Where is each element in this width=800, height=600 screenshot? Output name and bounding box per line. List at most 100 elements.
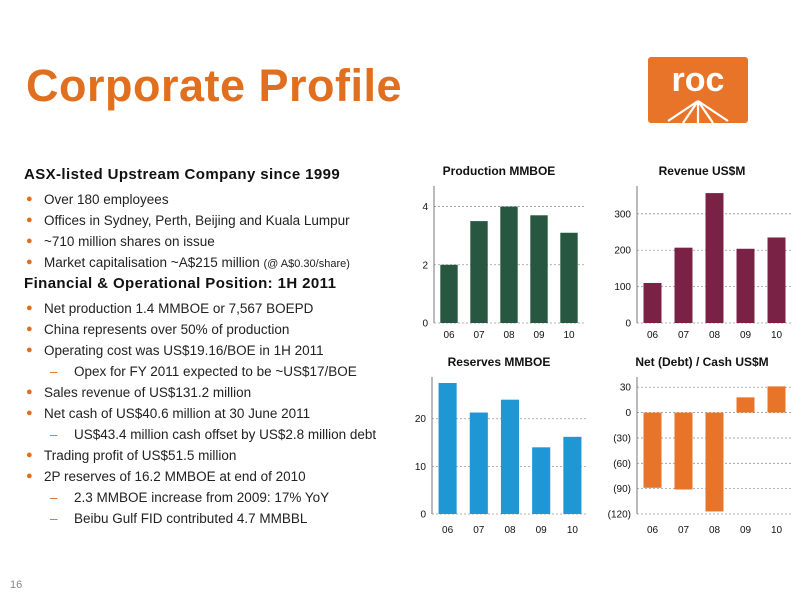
- y-tick-label: 0: [420, 510, 426, 521]
- y-tick-label: (90): [613, 484, 631, 495]
- chart-title: Net (Debt) / Cash US$M: [635, 355, 769, 369]
- x-tick-label: 09: [536, 525, 548, 536]
- bullet-dot-icon: ●: [26, 470, 33, 482]
- x-tick-label: 06: [442, 525, 454, 536]
- reserves-chart: Reserves MMBOE 0 10 20 06 07 08 09 10: [404, 353, 594, 543]
- bullet-text: China represents over 50% of production: [44, 322, 290, 337]
- x-tick-label: 10: [563, 330, 575, 341]
- dash-icon: –: [50, 364, 58, 379]
- x-tick-label: 08: [709, 330, 721, 341]
- sub-bullet-item: – US$43.4 million cash offset by US$2.8 m…: [24, 424, 394, 445]
- x-tick-label: 10: [567, 525, 579, 536]
- bullet-dot-icon: ●: [26, 407, 33, 419]
- bar-07: [469, 412, 488, 514]
- x-tick-label: 07: [473, 525, 485, 536]
- x-tick-label: 06: [647, 525, 659, 536]
- y-tick-label: 20: [415, 414, 427, 425]
- dash-icon: –: [50, 427, 58, 442]
- x-tick-label: 06: [647, 330, 659, 341]
- bullet-dot-icon: ●: [26, 302, 33, 314]
- chart-title: Production MMBOE: [442, 164, 556, 178]
- x-tick-label: 10: [771, 330, 783, 341]
- y-tick-label: 200: [614, 246, 631, 257]
- bar-09: [530, 215, 548, 323]
- bullet-item: ● Over 180 employees: [24, 189, 394, 210]
- bullet-text: Sales revenue of US$131.2 million: [44, 385, 252, 400]
- section-heading-financial: Financial & Operational Position: 1H 201…: [24, 275, 337, 292]
- y-tick-label: (60): [613, 459, 631, 470]
- bullet-item: ● Net cash of US$40.6 million at 30 June …: [24, 403, 394, 424]
- bar-06: [438, 383, 457, 514]
- bullet-item: ● Market capitalisation ~A$215 million (@…: [24, 252, 394, 273]
- bar-08: [705, 412, 724, 512]
- y-tick-label: 4: [422, 202, 428, 213]
- financial-bullets: ● Net production 1.4 MMBOE or 7,567 BOEPD…: [24, 298, 394, 529]
- bar-08: [500, 399, 520, 514]
- chart-title: Revenue US$M: [658, 164, 746, 178]
- y-tick-label: 0: [625, 319, 631, 330]
- page-number: 16: [10, 579, 23, 591]
- bar-07: [674, 247, 693, 323]
- bar-09: [736, 248, 755, 323]
- production-chart: Production MMBOE 0 2 4 06 07 08 09 10: [404, 162, 594, 352]
- sub-bullet-item: – Opex for FY 2011 expected to be ~US$17/…: [24, 361, 394, 382]
- bullet-dot-icon: ●: [26, 214, 33, 226]
- bullet-text: Offices in Sydney, Perth, Beijing and Ku…: [44, 213, 350, 228]
- net-cash-chart: Net (Debt) / Cash US$M (120) (90) (60) (30)…: [604, 353, 800, 543]
- logo-text: roc: [672, 61, 725, 99]
- bullet-text: Market capitalisation ~A$215 million: [44, 255, 260, 270]
- bullet-dot-icon: ●: [26, 323, 33, 335]
- sub-bullet-item: – 2.3 MMBOE increase from 2009: 17% YoY: [24, 487, 394, 508]
- bullet-text: 2P reserves of 16.2 MMBOE at end of 2010: [44, 469, 306, 484]
- profile-text: ASX-listed Upstream Company since 1999 ●…: [24, 164, 394, 529]
- bullet-text: 2.3 MMBOE increase from 2009: 17% YoY: [74, 490, 330, 505]
- bar-08: [500, 206, 518, 323]
- bullet-item: ● China represents over 50% of production: [24, 319, 394, 340]
- bullet-text: Over 180 employees: [44, 192, 169, 207]
- y-tick-label: (30): [613, 433, 631, 444]
- company-bullets: ● Over 180 employees ● Offices in Sydney, P…: [24, 189, 394, 273]
- y-tick-label: 100: [614, 282, 631, 293]
- bullet-text: US$43.4 million cash offset by US$2.8 mi…: [74, 427, 377, 442]
- bullet-item: ● ~710 million shares on issue: [24, 231, 394, 252]
- y-tick-label: 30: [620, 383, 632, 394]
- bullet-item: ● Operating cost was US$19.16/BOE in 1H 2…: [24, 340, 394, 361]
- bar-09: [736, 397, 755, 413]
- x-tick-label: 10: [771, 525, 783, 536]
- bar-10: [767, 386, 786, 413]
- chart-plot: 0 100 200 300 06 07 08 09 10: [614, 186, 792, 341]
- dash-icon: –: [50, 511, 58, 526]
- y-tick-label: 10: [415, 462, 427, 473]
- x-tick-label: 08: [504, 525, 516, 536]
- revenue-chart: Revenue US$M 0 100 200 300 06 07 08 09 10: [604, 162, 800, 352]
- bullet-dot-icon: ●: [26, 256, 33, 268]
- y-tick-label: 300: [614, 209, 631, 220]
- bar-06: [643, 282, 662, 323]
- bar-10: [767, 237, 786, 323]
- dash-icon: –: [50, 490, 58, 505]
- x-tick-label: 07: [678, 525, 690, 536]
- chart-title: Reserves MMBOE: [447, 355, 551, 369]
- x-tick-label: 09: [740, 330, 752, 341]
- bullet-note: (@ A$0.30/share): [263, 258, 350, 270]
- x-tick-label: 08: [709, 525, 721, 536]
- chart-plot: 0 10 20 06 07 08 09 10: [415, 377, 588, 536]
- roc-logo: roc: [648, 57, 748, 123]
- bullet-text: Beibu Gulf FID contributed 4.7 MMBBL: [74, 511, 308, 526]
- bullet-text: Net production 1.4 MMBOE or 7,567 BOEPD: [44, 301, 314, 316]
- bar-06: [643, 412, 662, 488]
- y-tick-label: 2: [422, 260, 428, 271]
- bullet-text: Trading profit of US$51.5 million: [44, 448, 237, 463]
- page-title: Corporate Profile: [26, 60, 403, 111]
- sub-bullet-item: – Beibu Gulf FID contributed 4.7 MMBBL: [24, 508, 394, 529]
- bullet-text: ~710 million shares on issue: [44, 234, 215, 249]
- bullet-dot-icon: ●: [26, 449, 33, 461]
- bullet-item: ● 2P reserves of 16.2 MMBOE at end of 201…: [24, 466, 394, 487]
- chart-plot: (120) (90) (60) (30) 0 30 06 07 08 09 10: [608, 377, 792, 536]
- bar-09: [532, 447, 551, 514]
- x-tick-label: 07: [678, 330, 690, 341]
- section-heading-company: ASX-listed Upstream Company since 1999: [24, 166, 341, 183]
- bullet-dot-icon: ●: [26, 386, 33, 398]
- bullet-item: ● Offices in Sydney, Perth, Beijing and K…: [24, 210, 394, 231]
- y-tick-label: 0: [422, 319, 428, 330]
